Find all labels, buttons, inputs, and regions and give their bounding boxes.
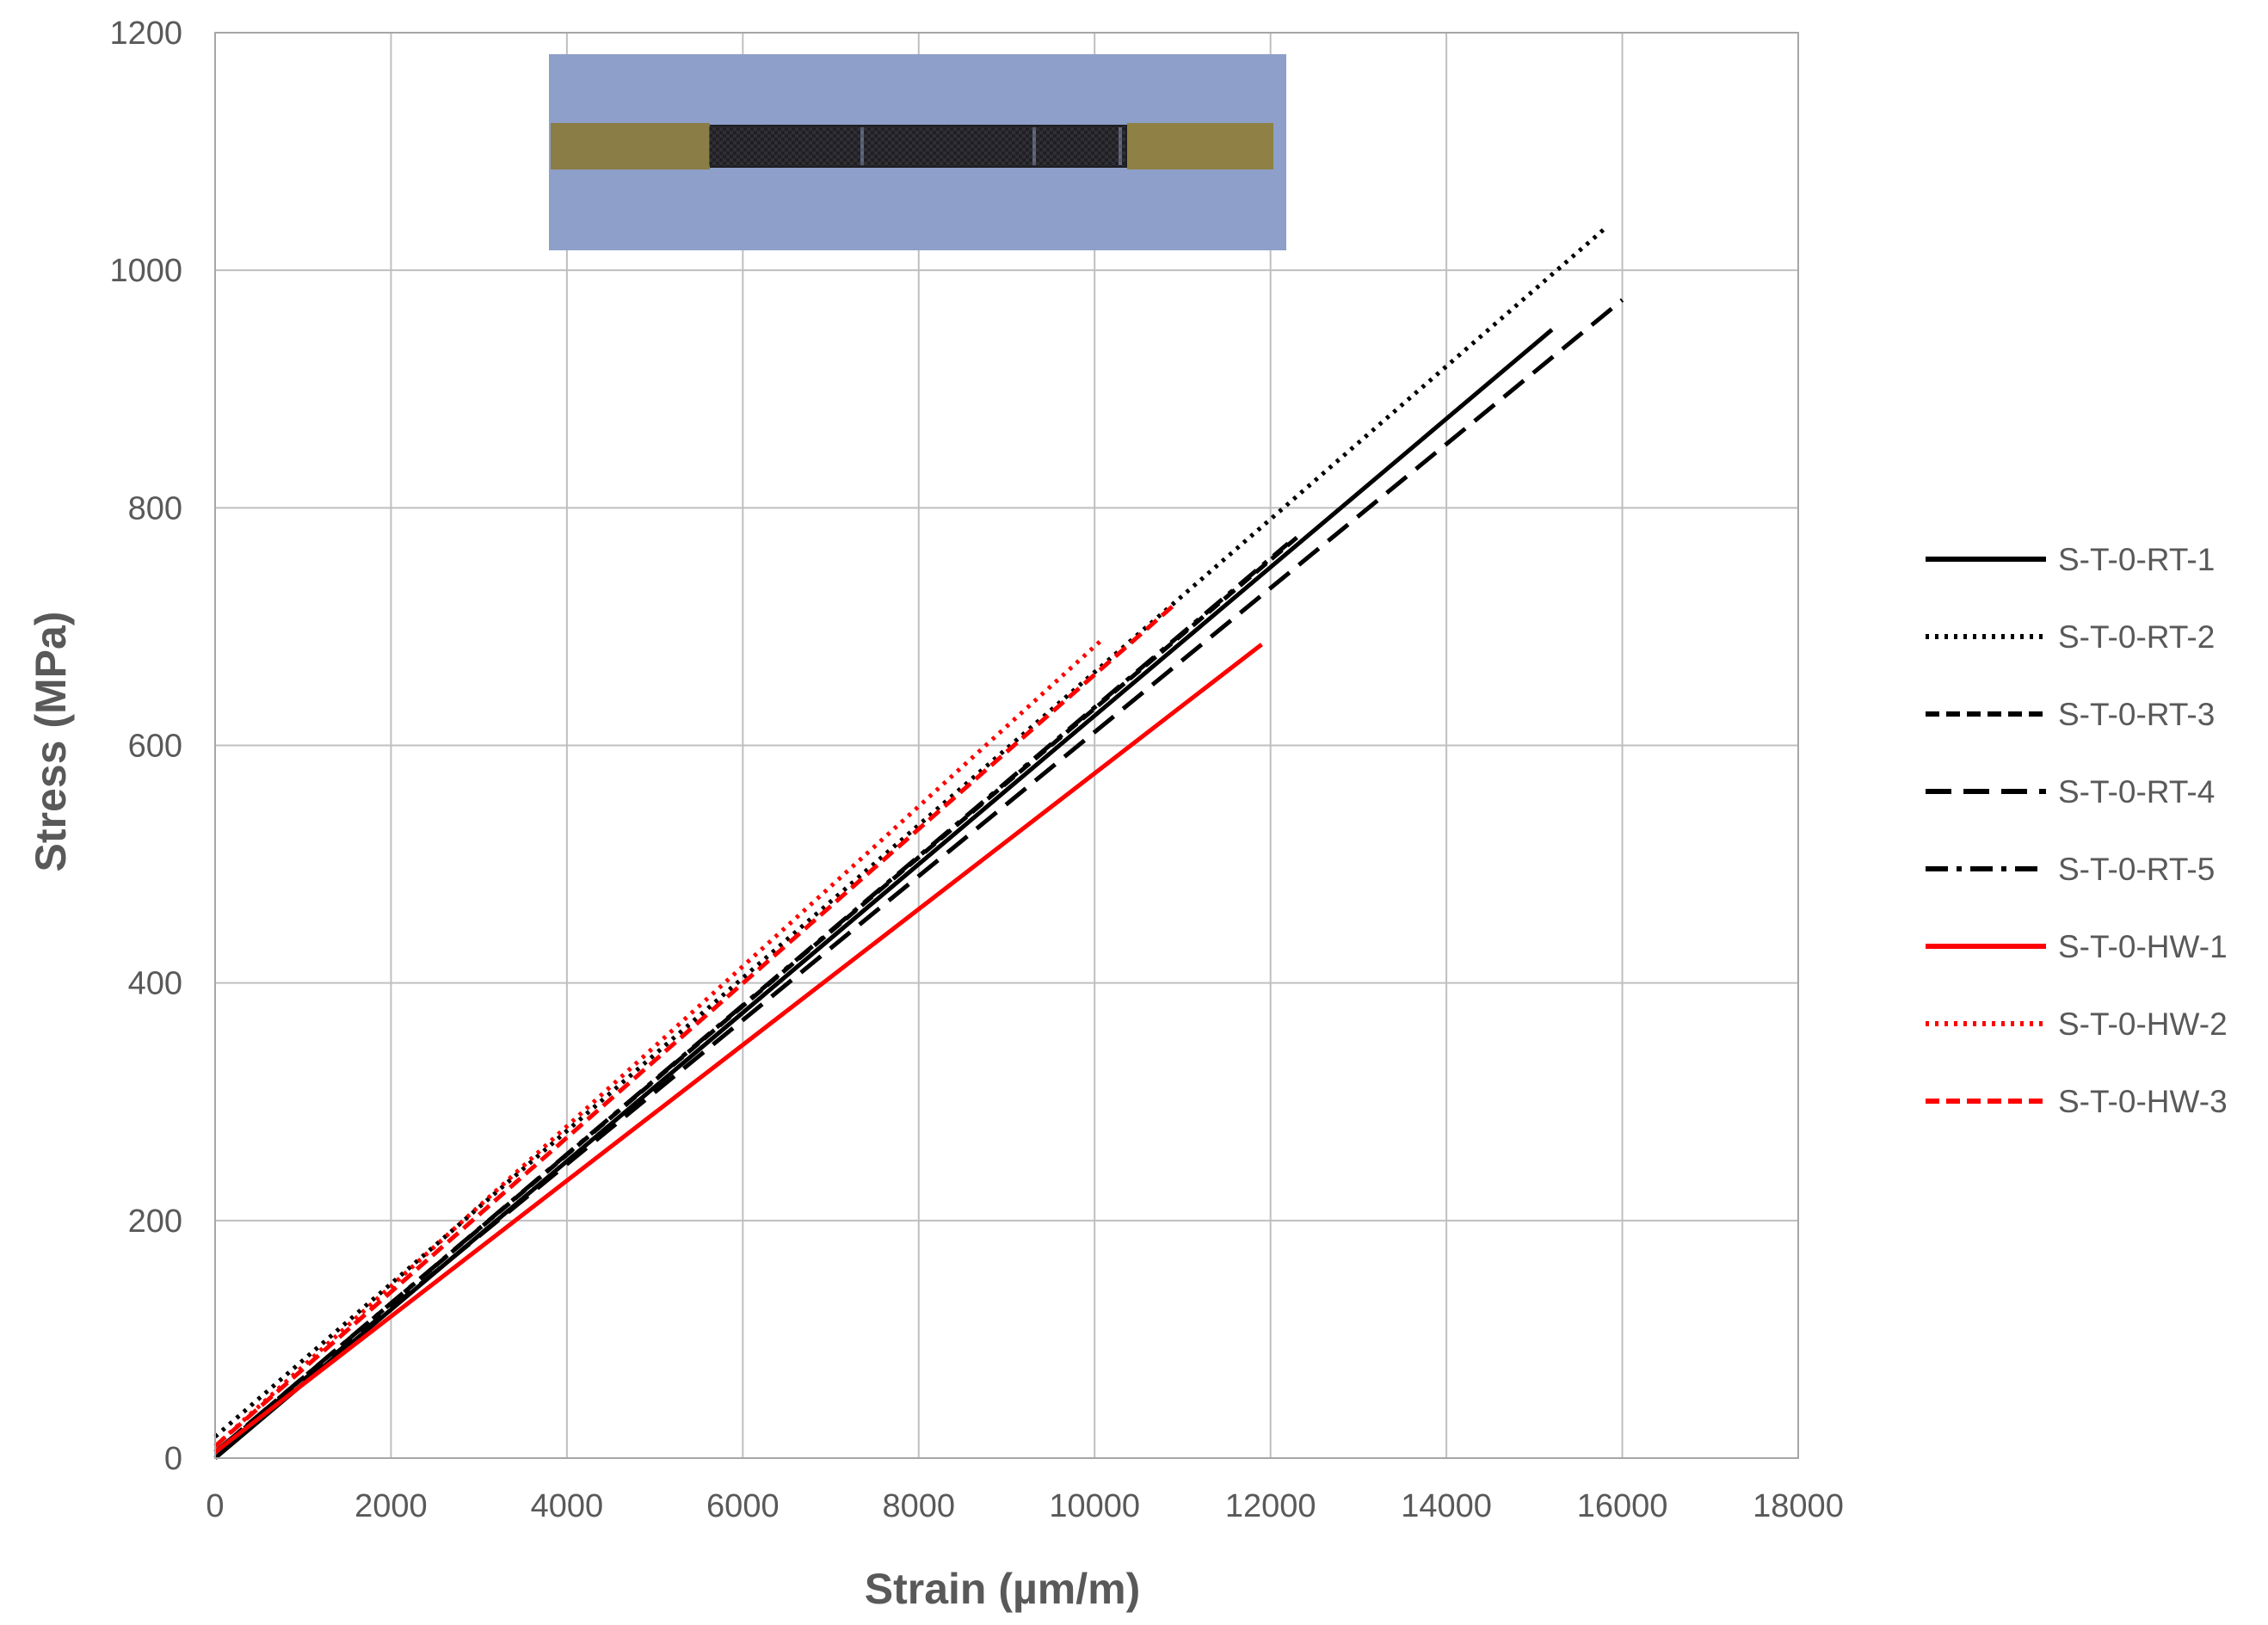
y-tick-label: 0 bbox=[164, 1441, 182, 1477]
x-tick-label: 18000 bbox=[1753, 1488, 1844, 1524]
legend-label: S-T-0-RT-5 bbox=[2058, 852, 2215, 887]
legend: S-T-0-RT-1 S-T-0-RT-2 S-T-0-RT-3 S-T-0-RT-4… bbox=[1926, 542, 2228, 1119]
legend-label: S-T-0-RT-2 bbox=[2058, 619, 2215, 655]
series-line-s-t-0-hw-2 bbox=[213, 637, 1106, 1449]
x-axis-title: Strain (µm/m) bbox=[865, 1565, 1141, 1613]
series-line-s-t-0-hw-1 bbox=[213, 643, 1263, 1455]
series-line-s-t-0-rt-4 bbox=[213, 298, 1624, 1455]
series-lines bbox=[213, 226, 1624, 1460]
y-tick-label: 200 bbox=[128, 1203, 182, 1240]
series-line-s-t-0-rt-2 bbox=[213, 226, 1606, 1438]
x-tick-label: 2000 bbox=[354, 1488, 428, 1524]
x-tick-label: 12000 bbox=[1225, 1488, 1316, 1524]
y-tick-label: 600 bbox=[128, 729, 182, 765]
legend-label: S-T-0-HW-3 bbox=[2058, 1084, 2228, 1119]
y-tick-label: 400 bbox=[128, 966, 182, 1002]
x-tick-label: 10000 bbox=[1049, 1488, 1140, 1524]
legend-label: S-T-0-RT-4 bbox=[2058, 774, 2215, 809]
x-tick-label: 8000 bbox=[883, 1488, 956, 1524]
series-line-s-t-0-hw-3 bbox=[213, 603, 1175, 1449]
legend-label: S-T-0-HW-1 bbox=[2058, 929, 2228, 964]
legend-label: S-T-0-HW-2 bbox=[2058, 1006, 2228, 1042]
x-tick-label: 16000 bbox=[1577, 1488, 1668, 1524]
series-line-s-t-0-rt-5 bbox=[213, 541, 1290, 1455]
specimen-photo bbox=[549, 54, 1286, 250]
y-tick-label: 1200 bbox=[109, 15, 182, 52]
series-line-s-t-0-rt-1 bbox=[213, 328, 1554, 1460]
x-tick-label: 4000 bbox=[531, 1488, 604, 1524]
plot-frame bbox=[214, 32, 1799, 1459]
x-tick-label: 0 bbox=[206, 1488, 224, 1524]
x-tick-label: 6000 bbox=[706, 1488, 780, 1524]
y-tick-label: 800 bbox=[128, 490, 182, 526]
x-tick-label: 14000 bbox=[1401, 1488, 1492, 1524]
axes: 0 2000 4000 6000 8000 10000 12000 14000 16000 180… bbox=[109, 15, 1843, 1524]
legend-label: S-T-0-RT-3 bbox=[2058, 697, 2215, 732]
y-tick-label: 1000 bbox=[109, 253, 182, 289]
y-axis-title: Stress (MPa) bbox=[27, 612, 75, 872]
legend-label: S-T-0-RT-1 bbox=[2058, 542, 2215, 577]
